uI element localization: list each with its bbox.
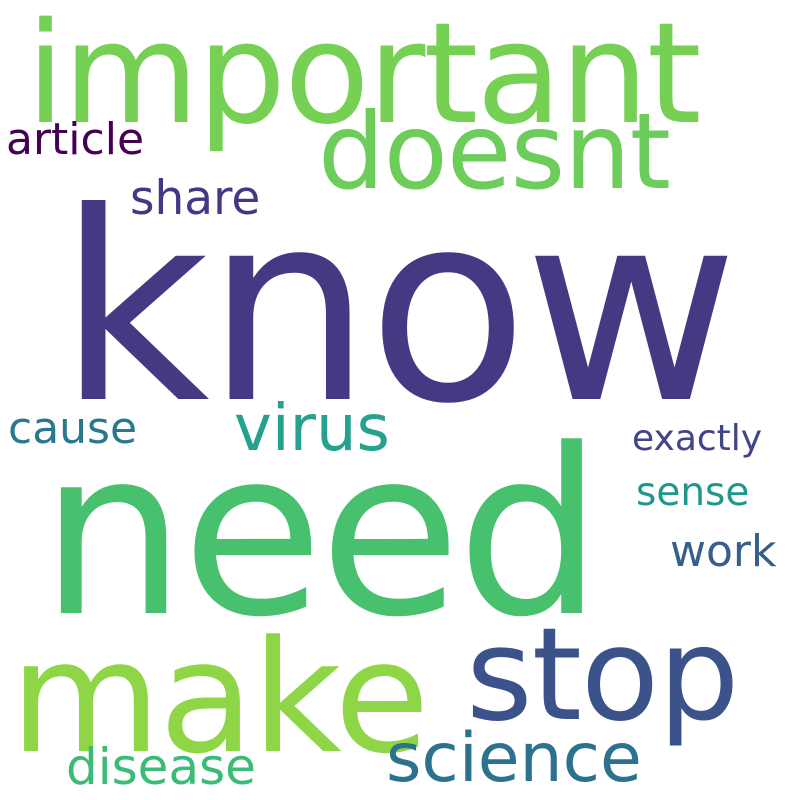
word-make: make: [10, 607, 430, 788]
word-science: science: [386, 719, 642, 798]
word-cause: cause: [8, 403, 138, 454]
word-stop: stop: [466, 601, 739, 750]
word-work: work: [670, 526, 777, 577]
word-sense: sense: [636, 470, 750, 515]
word-important: important: [26, 0, 702, 156]
word-article: article: [6, 114, 145, 165]
word-disease: disease: [66, 738, 256, 796]
word-virus: virus: [234, 392, 390, 466]
word-need: need: [40, 401, 603, 668]
word-doesnt: doesnt: [318, 91, 671, 213]
word-exactly: exactly: [632, 418, 763, 459]
word-share: share: [130, 171, 261, 226]
word-know: know: [58, 156, 738, 461]
